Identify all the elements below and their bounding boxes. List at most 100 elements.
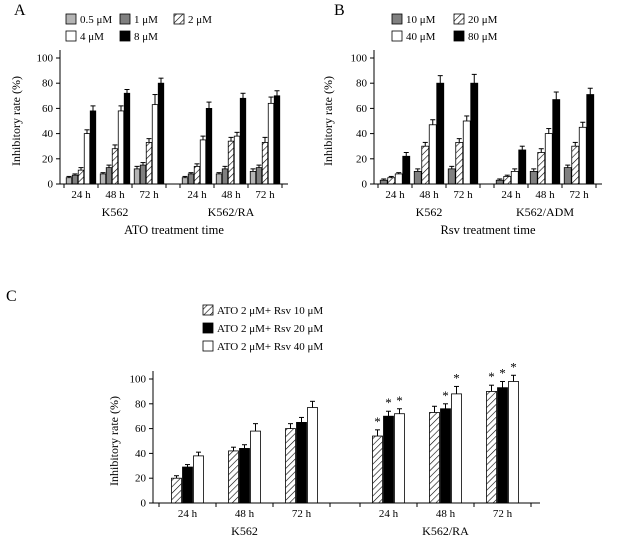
x-tick-label: 48 h [419,189,439,201]
bar [267,102,275,185]
legend-label: 80 μM [468,31,498,43]
x-tick-label: 72 h [139,189,159,201]
legend-swatch [202,322,214,334]
x-tick-label: 72 h [292,508,312,520]
x-tick-label: 24 h [385,189,405,201]
legend-label: 1 μM [134,14,158,26]
bar [228,450,239,504]
bar [65,177,73,185]
bar [71,174,79,185]
panel-c-label: C [6,288,17,305]
bar [455,142,464,185]
bar [563,167,572,185]
bar [383,415,394,504]
x-tick-label: 24 h [379,508,399,520]
legend-label: 4 μM [80,31,104,43]
bar [421,145,430,185]
y-tick-label: 40 [42,128,54,140]
bar [261,142,269,185]
y-tick-label: 20 [356,153,368,165]
y-tick-label: 80 [135,398,147,410]
x-axis-title: Rsv treatment time [440,223,536,237]
bar [215,173,223,185]
y-axis-title: Inhibitory rate (%) [107,396,121,486]
legend-label: ATO 2 μM+ Rsv 40 μM [217,341,323,353]
x-tick-label: 72 h [493,508,513,520]
bar [157,82,165,185]
bar [233,135,241,185]
legend-swatch [119,30,131,42]
group-label: K562 [102,205,129,219]
y-tick-label: 80 [356,78,368,90]
y-tick-label: 0 [48,179,54,191]
bar [205,108,213,185]
bar [139,164,147,185]
group-label: K562/RA [208,205,255,219]
legend-swatch [453,30,465,42]
bar [285,428,296,504]
bar [221,168,229,185]
x-tick-label: 72 h [569,189,589,201]
y-tick-label: 0 [362,179,368,191]
bar [182,466,193,504]
bar [111,148,119,185]
bar [133,168,141,185]
bar [171,477,182,504]
bar [503,176,512,185]
legend-label: 0.5 μM [80,14,112,26]
bar [436,82,445,185]
y-tick-label: 20 [135,473,147,485]
bar [123,92,131,185]
bar [145,142,153,185]
bar [372,435,383,504]
bar [187,173,195,185]
bar [537,152,546,185]
bar [181,177,189,185]
bar [227,140,235,185]
bar [578,126,587,185]
y-tick-label: 100 [37,53,54,65]
legend-swatch [453,13,465,25]
y-tick-label: 80 [42,78,54,90]
significance-star: * [510,359,517,374]
x-tick-label: 48 h [235,508,255,520]
significance-star: * [499,365,506,380]
group-label: K562/ADM [516,205,574,219]
y-tick-label: 100 [351,53,368,65]
significance-star: * [374,414,381,429]
legend-swatch [391,30,403,42]
y-tick-label: 20 [42,153,54,165]
bar [105,167,113,185]
x-tick-label: 48 h [105,189,125,201]
legend-label: 10 μM [406,14,436,26]
bar [99,173,107,185]
group-label: K562/RA [422,524,469,538]
x-axis-title: ATO treatment time [124,223,224,237]
bar [307,407,318,504]
panel-b-label: B [334,2,345,19]
bar [552,99,561,185]
bar [586,94,595,185]
bar [447,168,456,185]
y-tick-label: 60 [135,423,147,435]
bar [77,169,85,185]
bar [518,149,527,185]
bar [402,155,411,185]
bar [470,82,479,185]
bar [273,95,281,185]
bar [193,165,201,185]
bar [462,120,471,185]
y-tick-label: 60 [356,103,368,115]
x-tick-label: 72 h [453,189,473,201]
bar [296,421,307,504]
legend-label: 2 μM [188,14,212,26]
y-tick-label: 100 [130,374,147,386]
legend-swatch [65,13,77,25]
x-tick-label: 24 h [501,189,521,201]
legend-label: 40 μM [406,31,436,43]
bar [429,412,440,504]
legend-swatch [202,304,214,316]
bar [394,413,405,504]
significance-star: * [442,388,449,403]
